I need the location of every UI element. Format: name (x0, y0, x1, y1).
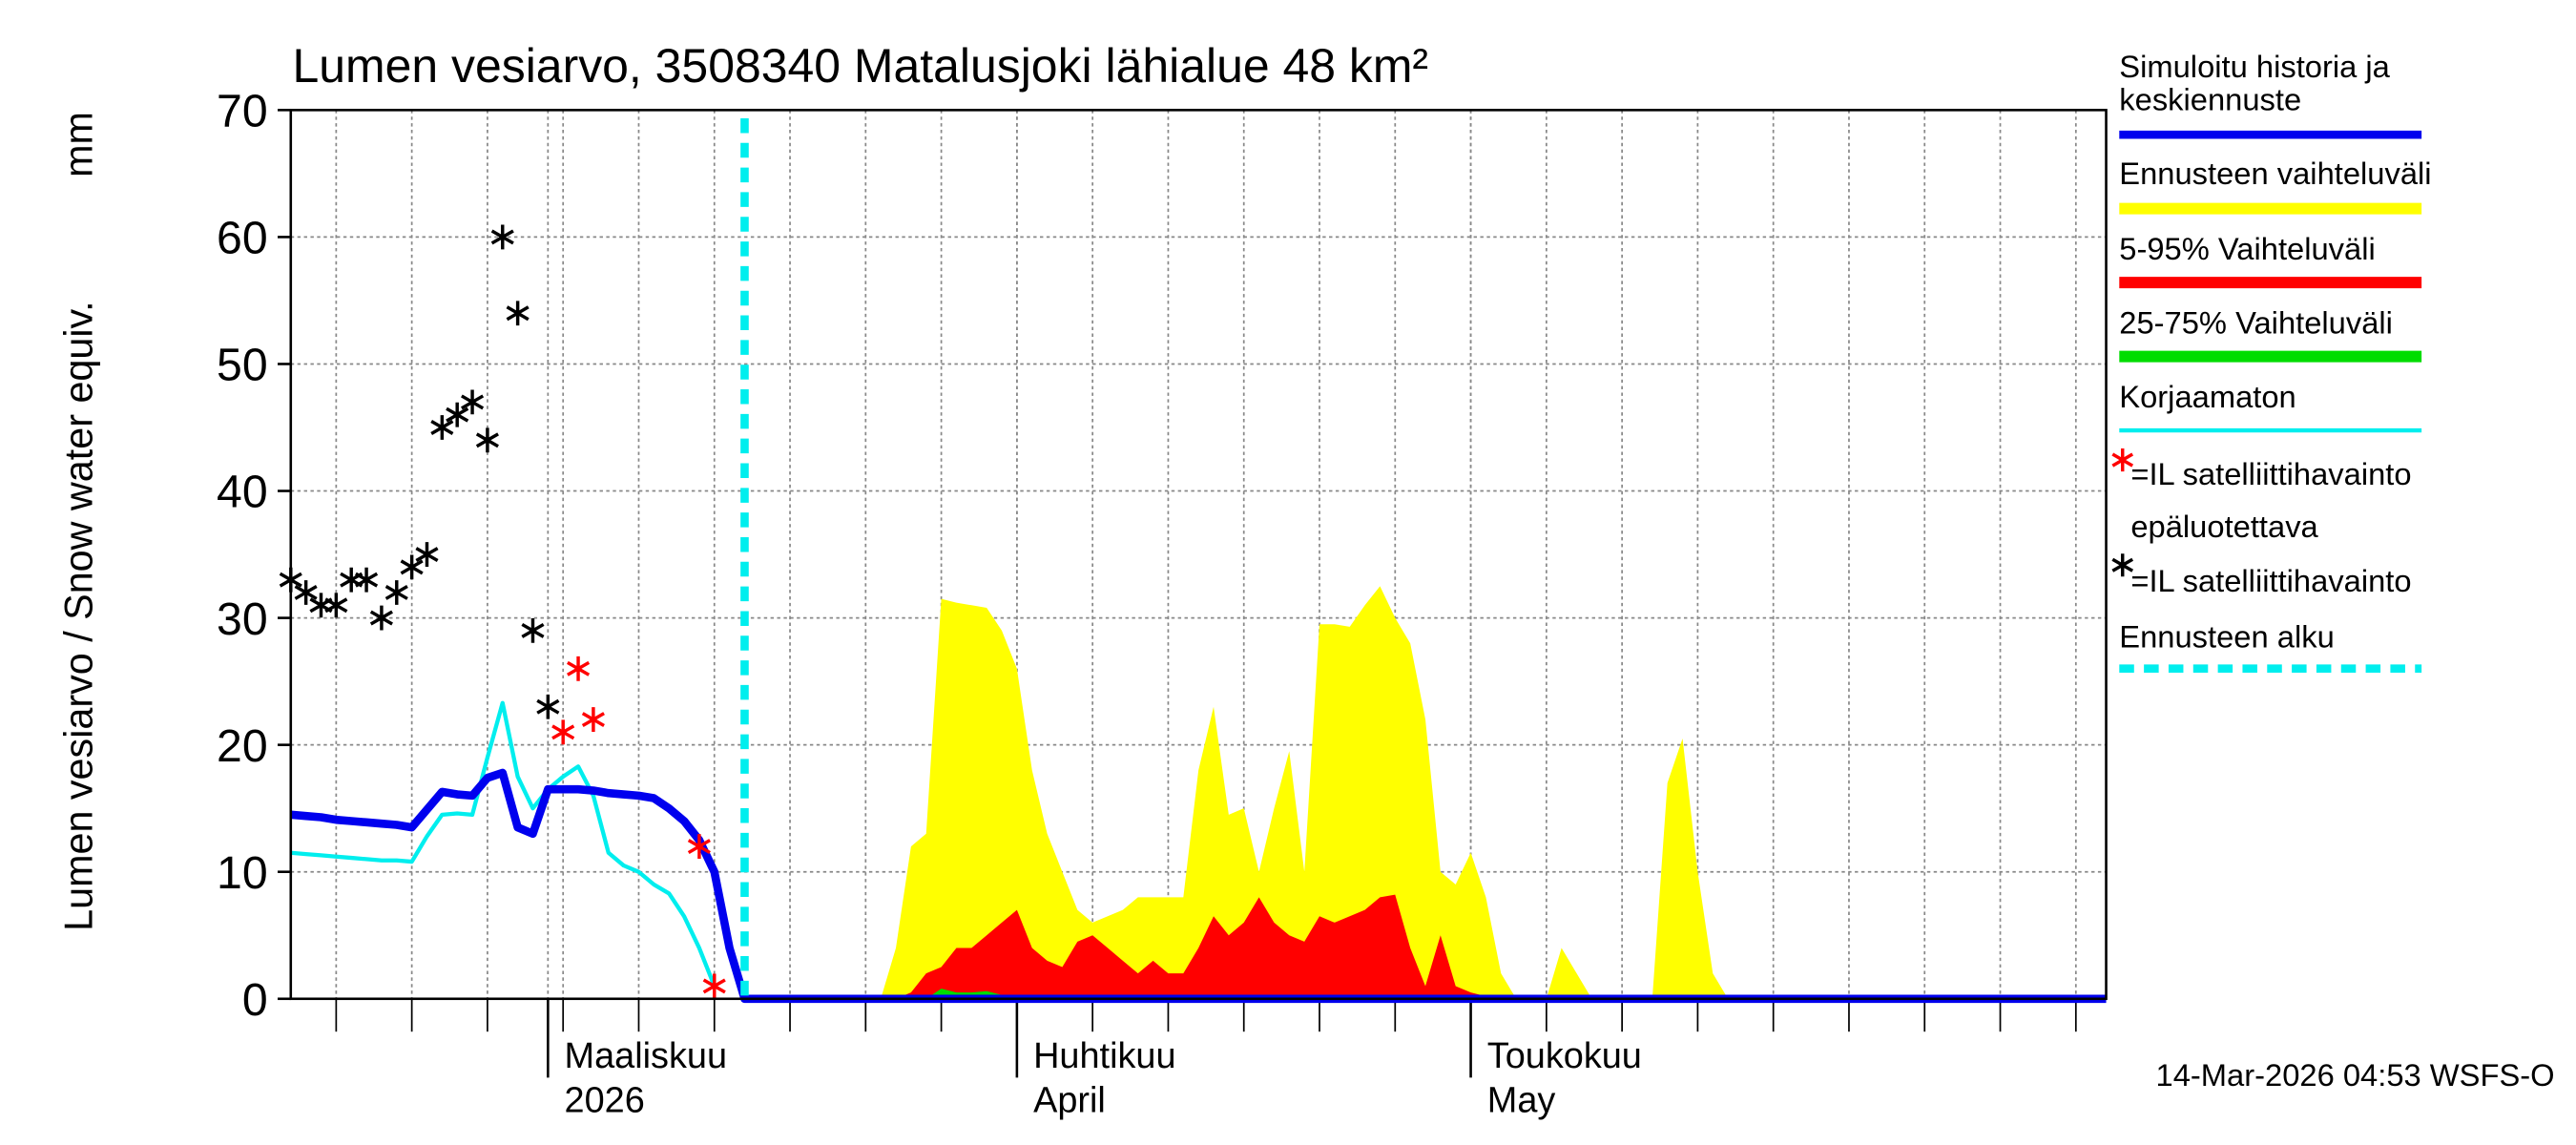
x-tick-label: May (1487, 1081, 1556, 1121)
legend-label: Simuloitu historia ja (2119, 49, 2390, 84)
observation-marker (461, 389, 485, 415)
y-tick-label: 10 (217, 847, 268, 899)
observation-marker (446, 402, 469, 427)
observation-marker (324, 593, 348, 618)
legend-label: Korjaamaton (2119, 379, 2296, 414)
observation-marker (581, 707, 605, 732)
range-area (744, 586, 2107, 999)
x-tick-label: April (1033, 1081, 1106, 1121)
chart-title: Lumen vesiarvo, 3508340 Matalusjoki lähi… (293, 39, 1429, 93)
legend-label: =IL satelliittihavainto (2130, 563, 2411, 598)
x-tick-label: Toukokuu (1487, 1036, 1642, 1076)
y-axis-unit: mm (56, 112, 100, 177)
observation-marker (551, 719, 575, 745)
y-tick-label: 50 (217, 340, 268, 391)
y-tick-label: 20 (217, 720, 268, 772)
footer: 14-Mar-2026 04:53 WSFS-O (2156, 1057, 2555, 1093)
observation-marker (490, 224, 514, 250)
y-tick-label: 0 (242, 974, 268, 1026)
legend-label: Ennusteen alku (2119, 618, 2334, 654)
observation-marker (294, 580, 318, 605)
legend-label: 5-95% Vaihteluväli (2119, 231, 2375, 266)
observation-marker (506, 301, 530, 326)
x-tick-label: Huhtikuu (1033, 1036, 1175, 1076)
legend-label: =IL satelliittihavainto (2130, 456, 2411, 491)
y-tick-label: 60 (217, 213, 268, 264)
y-tick-label: 40 (217, 467, 268, 518)
observation-marker (702, 973, 726, 999)
plot-frame (289, 109, 2108, 1001)
observation-marker (415, 542, 439, 567)
observation-marker (384, 580, 408, 605)
observation-marker (400, 554, 424, 580)
y-axis-label: Lumen vesiarvo / Snow water equiv. (56, 301, 100, 931)
legend-label: epäluotettava (2130, 509, 2318, 544)
legend-marker (2111, 448, 2134, 472)
observation-marker (475, 427, 499, 453)
observation-marker (687, 834, 711, 860)
series-line (290, 700, 717, 988)
legend-label: 25-75% Vaihteluväli (2119, 305, 2393, 341)
legend-label: Ennusteen vaihteluväli (2119, 156, 2431, 191)
observation-marker (567, 656, 591, 681)
legend-label: keskiennuste (2119, 81, 2301, 116)
observation-marker (430, 415, 454, 440)
x-tick-label: 2026 (565, 1081, 645, 1121)
legend-marker (2111, 553, 2134, 577)
y-tick-label: 30 (217, 593, 268, 645)
y-tick-label: 70 (217, 86, 268, 137)
observation-marker (369, 605, 393, 631)
range-area (744, 894, 2107, 999)
observation-marker (521, 617, 545, 643)
observation-marker (355, 567, 379, 593)
x-tick-label: Maaliskuu (565, 1036, 727, 1076)
observation-marker (536, 694, 560, 719)
